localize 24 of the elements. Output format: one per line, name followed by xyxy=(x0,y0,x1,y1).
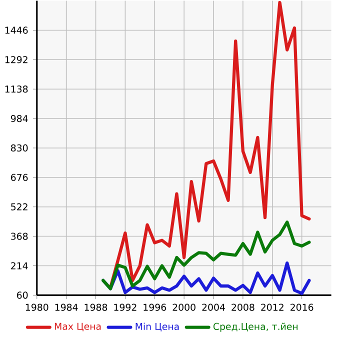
x-tick-label: 1980 xyxy=(26,304,48,311)
y-tick-label: 60 xyxy=(17,292,28,299)
y-tick-label: 522 xyxy=(11,203,28,210)
y-tick-label: 1138 xyxy=(5,85,28,93)
y-tick-label: 830 xyxy=(10,144,28,152)
y-tick-label: 984 xyxy=(10,114,28,122)
y-tick-label: 1292 xyxy=(5,56,28,64)
y-tick-label: 368 xyxy=(11,232,28,240)
x-tick-label: 1996 xyxy=(144,304,166,311)
legend-label: Min Цена xyxy=(136,322,179,332)
legend-label: Сред.Цена, т.йен xyxy=(213,322,298,332)
y-tick-label: 676 xyxy=(11,174,28,181)
x-tick-label: 2000 xyxy=(172,304,196,311)
x-tick-label: 2004 xyxy=(202,304,225,311)
y-tick-label: 1446 xyxy=(5,26,28,34)
x-tick-label: 2012 xyxy=(261,304,284,311)
x-tick-label: 2008 xyxy=(232,304,254,311)
x-tick-label: 1992 xyxy=(114,304,136,311)
x-tick-label: 2016 xyxy=(290,304,314,311)
x-tick-label: 1988 xyxy=(84,304,108,311)
x-tick-label: 1984 xyxy=(55,304,78,311)
line-series xyxy=(102,220,311,290)
legend-label: Max Цена xyxy=(54,322,101,332)
y-tick-label: 214 xyxy=(11,262,28,270)
